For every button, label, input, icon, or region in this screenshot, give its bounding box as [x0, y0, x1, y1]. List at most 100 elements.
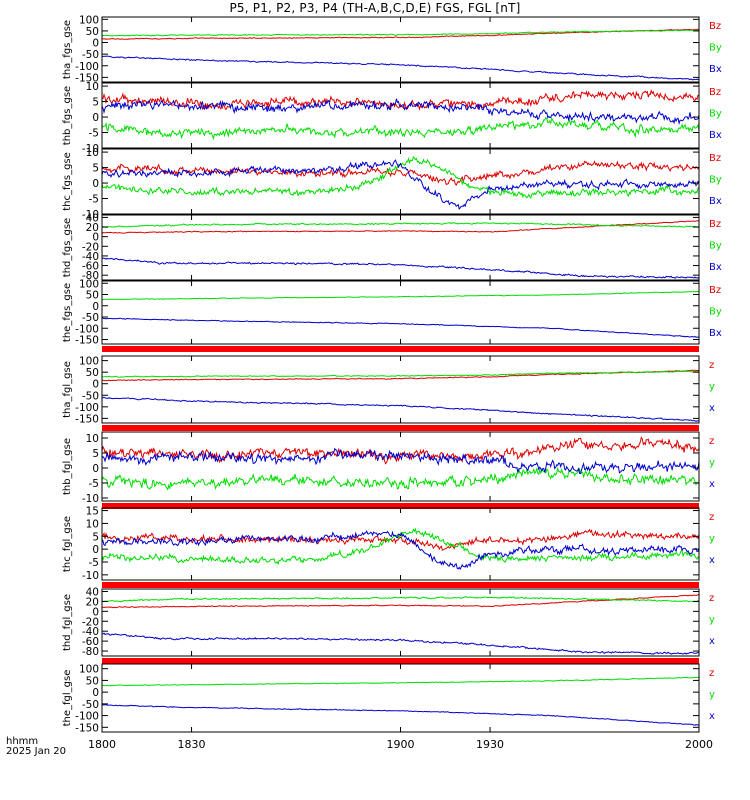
legend-Bx: Bx	[709, 196, 722, 207]
legend-Bx: Bx	[709, 130, 722, 141]
y-tick-label: -40	[82, 251, 99, 263]
y-tick-label: 0	[92, 544, 99, 556]
y-tick-label: 0	[92, 687, 99, 699]
y-tick-label: 100	[79, 356, 99, 368]
y-axis-label: thd_fgs_gse	[62, 218, 73, 277]
legend-z: z	[709, 436, 714, 447]
y-tick-label: 5	[92, 97, 99, 109]
panel-frame	[101, 507, 700, 581]
legend-z: z	[709, 593, 714, 604]
y-tick-label: 15	[86, 506, 99, 518]
x-axis-units-line2: 2025 Jan 20	[6, 746, 66, 757]
y-axis-label: thb_fgs_gse	[62, 86, 73, 145]
y-tick-label: 50	[86, 26, 99, 38]
series-y-line	[102, 370, 699, 378]
y-tick-label: -100	[75, 61, 99, 73]
y-tick-label: -20	[82, 616, 99, 628]
y-tick-label: 0	[92, 463, 99, 475]
y-axis-label: tha_fgs_gse	[62, 20, 73, 79]
series-Bz-line	[102, 160, 699, 187]
x-axis-units-line1: hhmm	[6, 736, 39, 747]
y-tick-label: 0	[92, 301, 99, 313]
y-tick-label: -10	[82, 493, 99, 505]
y-tick-label: -150	[75, 722, 99, 734]
legend-z: z	[709, 360, 714, 371]
series-y-line	[102, 676, 699, 687]
series-z-line	[102, 594, 699, 609]
y-tick-label: -50	[82, 312, 99, 324]
plot-title: P5, P1, P2, P3, P4 (TH-A,B,C,D,E) FGS, F…	[229, 1, 521, 15]
series-By-line	[102, 222, 699, 228]
series-y-line	[102, 527, 699, 566]
panel-frame	[101, 355, 700, 424]
legend-y: y	[709, 690, 715, 701]
legend-Bx: Bx	[709, 64, 722, 75]
series-x-line	[102, 447, 699, 475]
separator-bar	[102, 346, 699, 352]
legend-Bx: Bx	[709, 262, 722, 273]
y-tick-label: 10	[86, 81, 99, 93]
series-x-line	[102, 530, 699, 571]
legend-z: z	[709, 512, 714, 523]
y-tick-label: -10	[82, 143, 99, 155]
y-tick-label: 5	[92, 531, 99, 543]
y-tick-label: -100	[75, 402, 99, 414]
series-Bx-line	[102, 317, 699, 338]
panel-frame	[101, 280, 700, 345]
series-Bz-line	[102, 220, 699, 234]
y-tick-label: -10	[82, 209, 99, 221]
legend-y: y	[709, 615, 715, 626]
y-axis-label: the_fgl_gse	[62, 670, 73, 727]
y-tick-label: -150	[75, 335, 99, 347]
legend-x: x	[709, 479, 715, 490]
series-z-line	[102, 528, 699, 551]
y-tick-label: 20	[86, 222, 99, 234]
y-tick-label: 5	[92, 163, 99, 175]
y-tick-label: -20	[82, 241, 99, 253]
y-tick-label: -80	[82, 270, 99, 282]
separator-bar	[102, 503, 699, 509]
legend-By: By	[709, 175, 722, 186]
legend-x: x	[709, 403, 715, 414]
legend-z: z	[709, 668, 714, 679]
series-z-line	[102, 436, 699, 465]
y-tick-label: 10	[86, 147, 99, 159]
y-tick-label: 50	[86, 367, 99, 379]
legend-Bx: Bx	[709, 328, 722, 339]
y-tick-label: 5	[92, 448, 99, 460]
legend-y: y	[709, 382, 715, 393]
legend-By: By	[709, 43, 722, 54]
legend-Bz: Bz	[709, 285, 721, 296]
series-By-line	[102, 29, 699, 37]
x-tick-label: 1900	[387, 738, 415, 751]
panel-frame	[101, 663, 700, 733]
legend-Bz: Bz	[709, 87, 721, 98]
series-x-line	[102, 704, 699, 726]
y-tick-label: 20	[86, 596, 99, 608]
y-tick-label: 100	[79, 14, 99, 26]
separator-bar	[102, 658, 699, 664]
legend-Bz: Bz	[709, 21, 721, 32]
series-Bx-line	[102, 159, 699, 210]
y-tick-label: 0	[92, 112, 99, 124]
y-tick-label: 40	[86, 586, 99, 598]
series-Bx-line	[102, 98, 699, 126]
y-tick-label: -5	[89, 478, 99, 490]
y-tick-label: -100	[75, 711, 99, 723]
y-axis-label: thc_fgs_gse	[62, 152, 73, 211]
x-tick-label: 1800	[88, 738, 116, 751]
y-tick-label: -60	[82, 261, 99, 273]
series-Bx-line	[102, 257, 699, 279]
panel-frame	[101, 16, 700, 83]
separator-bar	[102, 582, 699, 588]
panel-frame	[101, 148, 700, 215]
y-tick-label: -50	[82, 49, 99, 61]
y-tick-label: 40	[86, 212, 99, 224]
panel-frame	[101, 431, 700, 502]
series-z-line	[102, 369, 699, 382]
y-tick-label: -50	[82, 390, 99, 402]
legend-Bz: Bz	[709, 153, 721, 164]
separator-bar	[102, 425, 699, 431]
series-x-line	[102, 632, 699, 655]
